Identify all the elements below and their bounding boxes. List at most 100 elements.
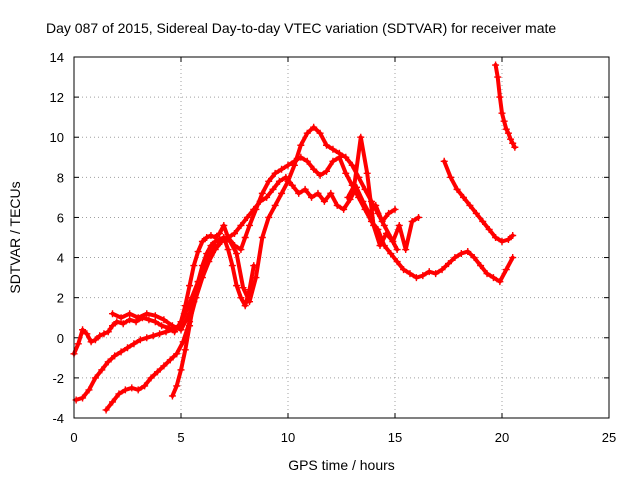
series-0-point-72 (483, 270, 491, 278)
series-1-point-7 (117, 348, 125, 356)
series-5-point-0 (344, 193, 352, 201)
series-2-point-32 (308, 193, 316, 201)
series-1-point-40 (329, 145, 337, 153)
series-0-point-61 (412, 274, 420, 282)
series-5-point-2 (357, 133, 365, 141)
series-2-point-30 (295, 189, 303, 197)
tick-labels: 0 5 10 15 20 25 -4 -2 0 2 4 6 8 10 12 14 (50, 50, 617, 445)
series-0-point-60 (406, 270, 414, 278)
series-2-point-44 (385, 209, 393, 217)
series-1-point-50 (393, 246, 401, 254)
series-2-point-20 (231, 229, 238, 237)
series-3-point-12 (220, 234, 228, 241)
y-tick-label-0: -4 (52, 411, 64, 426)
series-0-point-17 (158, 322, 166, 330)
series-1-point-31 (271, 201, 279, 209)
series-2-point-45 (391, 205, 399, 213)
series-6-point-2 (453, 185, 461, 193)
series-1-point-24 (226, 238, 234, 246)
series-0-point-45 (310, 165, 318, 173)
series-0-point-75 (502, 266, 510, 274)
series-1-point-39 (323, 141, 331, 149)
series-7-point-7 (507, 135, 515, 143)
series-1-point-48 (380, 221, 388, 229)
series-0-point-48 (329, 157, 337, 165)
series-2-point-40 (359, 197, 367, 205)
y-tick-label-1: -2 (52, 371, 64, 386)
series-3-point-18 (245, 286, 253, 294)
series-4-point-11 (203, 258, 211, 266)
series-4-point-9 (186, 310, 194, 318)
y-tick-label-4: 4 (57, 251, 64, 266)
series-line-2 (104, 175, 397, 412)
series-1-point-12 (149, 332, 157, 340)
series-6-point-11 (509, 231, 517, 239)
series-3-point-1 (173, 382, 181, 390)
series-4-point-0 (109, 310, 117, 318)
series-line-7 (493, 63, 517, 150)
series-1 (72, 123, 401, 404)
series-2-point-9 (160, 362, 168, 370)
series-0-point-74 (496, 278, 504, 286)
series-5-point-11 (415, 213, 423, 221)
series-1-point-5 (104, 358, 112, 366)
x-tick-label-0: 0 (70, 430, 77, 445)
series-3-point-19 (250, 262, 258, 270)
series-2-point-5 (134, 386, 142, 394)
series-1-point-6 (111, 352, 119, 360)
series-0-point-40 (278, 165, 286, 173)
series-2-point-11 (173, 350, 181, 358)
series-0-point-38 (265, 177, 273, 185)
series-2-point-28 (282, 173, 290, 181)
series-7-point-9 (511, 143, 519, 151)
series-5-point-9 (402, 246, 410, 254)
series-7-point-1 (494, 73, 502, 81)
series-0-point-11 (119, 320, 127, 328)
series-6-point-3 (459, 193, 467, 201)
series-0-point-71 (477, 262, 485, 270)
series-6-point-6 (479, 217, 487, 225)
series-0-point-29 (216, 229, 224, 237)
series-0-point-73 (489, 274, 497, 282)
series-2-point-23 (250, 205, 258, 213)
series-5 (344, 133, 423, 254)
series-3-point-15 (233, 282, 241, 290)
series-0-point-27 (207, 231, 215, 239)
series-7-point-0 (492, 61, 500, 69)
series-2-point-22 (243, 213, 251, 221)
series-2-point-6 (141, 382, 149, 390)
series-2-point-36 (333, 201, 341, 209)
series-2-point-43 (378, 217, 386, 225)
series-1-point-2 (85, 386, 93, 394)
series-6 (440, 157, 517, 246)
y-axis-label: SDTVAR / TECUs (7, 181, 23, 293)
series-3-point-2 (177, 366, 185, 374)
series-6-point-5 (472, 209, 480, 217)
series-5-point-4 (370, 221, 378, 229)
series-3-point-16 (237, 294, 245, 302)
series-0-point-68 (457, 250, 465, 258)
series-4-point-12 (211, 242, 219, 250)
series-4-point-8 (177, 326, 185, 334)
series-0-point-22 (186, 282, 194, 290)
series-2-point-37 (340, 205, 348, 213)
series-3-point-13 (224, 246, 232, 254)
series-1-point-32 (278, 189, 286, 197)
series-0-point-59 (400, 266, 408, 274)
series-7-point-2 (496, 93, 504, 101)
series-1-point-42 (342, 153, 350, 161)
y-tick-label-7: 10 (50, 130, 64, 145)
series-1-point-3 (91, 374, 99, 382)
y-tick-label-3: 2 (57, 291, 64, 306)
series-2-point-2 (115, 390, 123, 398)
series-1-point-9 (130, 340, 138, 348)
series-0-point-3 (83, 330, 91, 338)
series-0-point-35 (245, 221, 253, 229)
series-0-point-46 (316, 171, 324, 179)
series-1-point-34 (290, 161, 298, 169)
series-3-point-14 (228, 262, 236, 270)
series-layer (70, 61, 519, 414)
series-0-point-67 (451, 254, 459, 262)
series-4-point-7 (168, 322, 176, 330)
series-0-point-15 (145, 316, 153, 324)
